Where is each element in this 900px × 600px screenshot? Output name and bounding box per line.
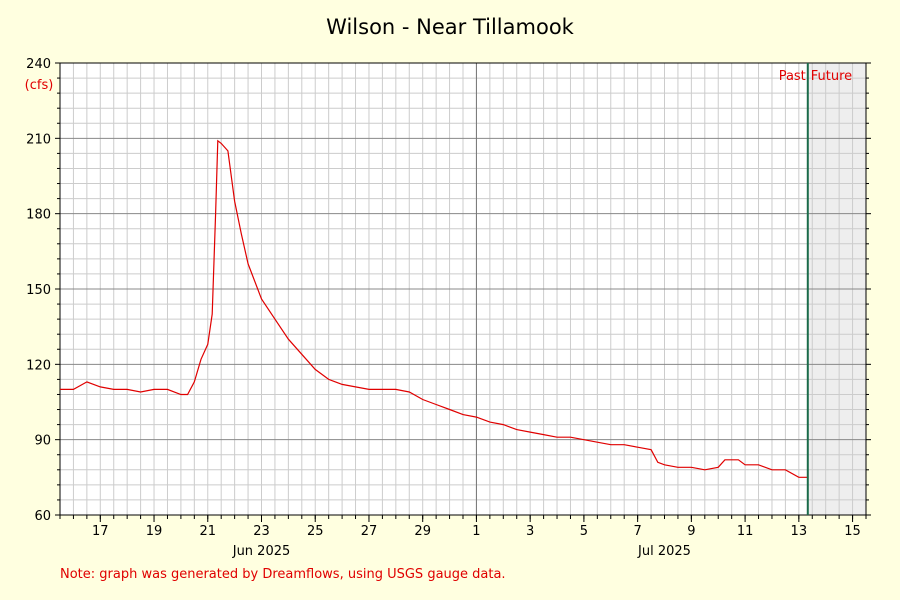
past-label: Past bbox=[779, 69, 806, 84]
footer-note: Note: graph was generated by Dreamflows,… bbox=[60, 567, 506, 582]
y-tick-label: 240 bbox=[26, 57, 51, 72]
x-tick-label: 19 bbox=[146, 524, 163, 539]
x-month-label: Jul 2025 bbox=[637, 544, 691, 559]
y-tick-label: 60 bbox=[34, 509, 51, 524]
x-tick-label: 25 bbox=[307, 524, 324, 539]
x-tick-label: 11 bbox=[737, 524, 754, 539]
x-tick-label: 21 bbox=[199, 524, 216, 539]
series-line bbox=[60, 139, 808, 478]
x-tick-label: 9 bbox=[687, 524, 695, 539]
x-month-label: Jun 2025 bbox=[232, 544, 291, 559]
x-tick-label: 7 bbox=[633, 524, 641, 539]
x-tick-label: 27 bbox=[361, 524, 378, 539]
future-label: Future bbox=[811, 69, 852, 84]
x-tick-label: 13 bbox=[791, 524, 808, 539]
y-tick-label: 210 bbox=[26, 132, 51, 147]
y-tick-label: 150 bbox=[26, 283, 51, 298]
x-tick-label: 15 bbox=[844, 524, 861, 539]
x-tick-label: 1 bbox=[472, 524, 480, 539]
x-tick-label: 3 bbox=[526, 524, 534, 539]
x-tick-label: 29 bbox=[414, 524, 431, 539]
y-axis-unit-label: (cfs) bbox=[25, 78, 54, 93]
x-tick-label: 5 bbox=[580, 524, 588, 539]
y-tick-label: 120 bbox=[26, 358, 51, 373]
chart-title: Wilson - Near Tillamook bbox=[326, 15, 575, 39]
x-tick-label: 23 bbox=[253, 524, 270, 539]
y-tick-label: 180 bbox=[26, 208, 51, 223]
x-tick-label: 17 bbox=[92, 524, 109, 539]
y-tick-label: 90 bbox=[34, 434, 51, 449]
